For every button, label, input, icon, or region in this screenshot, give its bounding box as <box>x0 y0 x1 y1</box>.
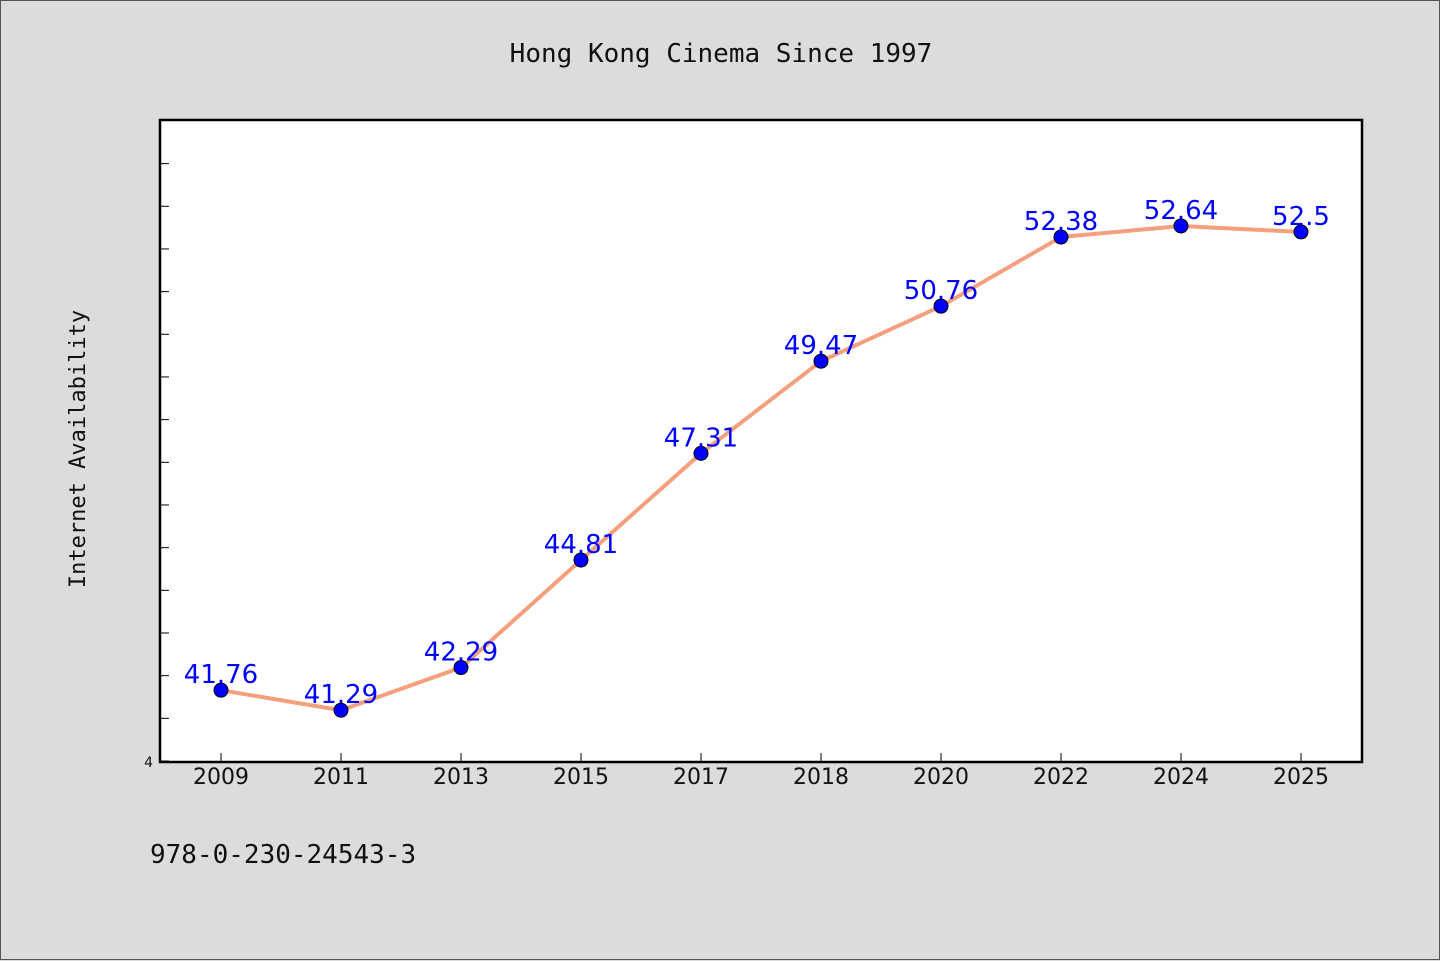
data-point-marker <box>453 660 469 676</box>
data-label: 47.31 <box>664 423 738 453</box>
x-tick-label: 2018 <box>793 765 849 790</box>
data-point-marker <box>333 702 349 718</box>
data-label: 41.29 <box>304 680 378 710</box>
data-point-marker <box>573 552 589 568</box>
data-label: 52.38 <box>1024 207 1098 237</box>
y-axis-ticks <box>161 163 169 762</box>
data-label: 50.76 <box>904 276 978 306</box>
data-label: 49.47 <box>784 331 858 361</box>
series-line <box>219 223 1303 713</box>
data-point-marker <box>1173 218 1189 234</box>
data-label: 42.29 <box>424 638 498 668</box>
x-tick-label: 2011 <box>313 765 369 790</box>
y-tick-label: 4 <box>144 755 153 771</box>
chart-title: Hong Kong Cinema Since 1997 <box>510 39 933 69</box>
data-point-marker <box>1053 229 1069 245</box>
data-label: 41.76 <box>184 660 258 690</box>
isbn-footer: 978-0-230-24543-3 <box>150 840 416 870</box>
x-tick-label: 2017 <box>673 765 729 790</box>
data-point-marker <box>1293 224 1309 240</box>
x-tick-label: 2022 <box>1033 765 1089 790</box>
x-tick-label: 2025 <box>1273 765 1329 790</box>
x-tick-label: 2009 <box>193 765 249 790</box>
x-tick-label: 2015 <box>553 765 609 790</box>
x-axis-tick-labels: 2009 2011 2013 2015 2017 2018 2020 2022 2024 2025 <box>193 765 1329 790</box>
data-point-marker <box>933 298 949 314</box>
data-markers <box>213 218 1309 718</box>
data-point-marker <box>693 445 709 461</box>
data-point-marker <box>213 682 229 698</box>
data-label: 52.64 <box>1144 196 1218 226</box>
x-axis-ticks <box>220 753 1302 761</box>
data-label: 52.5 <box>1272 202 1330 232</box>
data-point-marker <box>813 353 829 369</box>
x-tick-label: 2024 <box>1153 765 1209 790</box>
x-tick-label: 2013 <box>433 765 489 790</box>
data-label: 44.81 <box>544 530 618 560</box>
y-axis-label: Internet Availability <box>66 310 91 588</box>
x-tick-label: 2020 <box>913 765 969 790</box>
data-labels: 41.76 41.29 42.29 44.81 47.31 49.47 50.76 52.38… <box>184 196 1330 710</box>
